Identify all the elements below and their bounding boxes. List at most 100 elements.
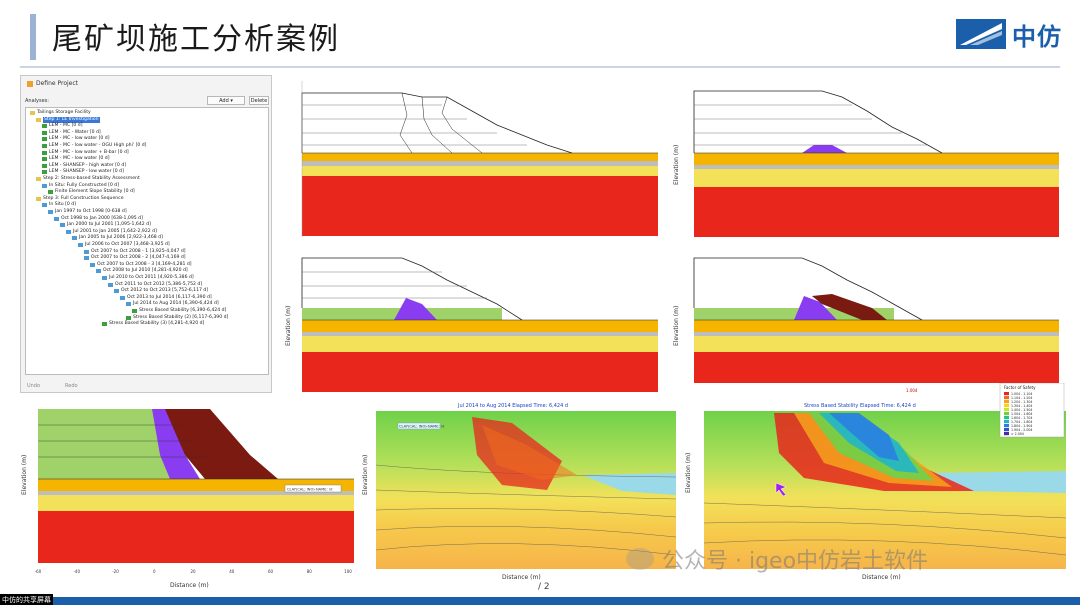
results-b-title: Stress Based Stability Elapsed Time: 6,4… [804,403,916,409]
delete-button[interactable]: Delete [249,96,269,105]
fos-legend-swatch [1004,416,1009,420]
tree-item[interactable]: LEM - SHANSEP - low water [0 d] [42,169,124,175]
project-icon [27,80,33,87]
stage-icon [114,289,119,294]
footer-bar [0,597,1080,605]
fos-legend-swatch [1004,420,1009,424]
tree-item-label: LEM - SHANSEP - low water [0 d] [49,169,124,175]
analysis-tree[interactable]: Tailings Storage Facility Step 1: LE Inve… [25,107,269,375]
tree-item[interactable]: Oct 2007 to Oct 2008 - 2 [4,047-4,169 d] [84,255,186,261]
tree-item-label: Step 1: LE Investigation [43,116,100,123]
results-view-stress[interactable]: Jul 2014 to Aug 2014 Elapsed Time: 6,424… [362,395,680,595]
analysis-icon [42,163,47,168]
tree-item[interactable]: Jul 2010 to Oct 2011 [4,920-5,386 d] [102,275,194,281]
analysis-icon [132,309,137,313]
fos-legend-label: 1.204 - 1.304 [1011,400,1032,404]
fos-legend-label: 1.604 - 1.704 [1011,416,1032,420]
tree-item[interactable]: Oct 2011 to Oct 2012 [5,386-5,752 d] [108,282,202,288]
tree-item[interactable]: Finite Element Slope Stability [0 d] [48,189,135,195]
define-project-window: Define Project Analyses: Add ▾ Delete Ta… [20,75,272,393]
tree-item[interactable]: LEM - MC - low water + B-bar [0 d] [42,150,129,156]
tree-item[interactable]: Jan 2000 to Jul 2001 [1,095-1,642 d] [60,222,151,228]
undo-button[interactable]: Undo [27,383,41,389]
fos-legend-box [999,383,1065,438]
tree-item-label: Jul 2001 to Jan 2005 [1,642-2,922 d] [73,228,157,234]
x-tick-label: -20 [112,569,119,574]
tree-item[interactable]: Tailings Storage Facility [30,110,91,116]
tree-item-label: Stress Based Stability [6,390-6,424 d] [139,308,227,313]
x-tick-label: 0 [153,569,156,574]
tree-item[interactable]: Stress Based Stability (3) [4,281-4,920 … [102,321,204,327]
window-title: Define Project [36,80,79,87]
redo-button[interactable]: Redo [65,383,78,389]
model-view-stage-final[interactable]: CLAY(CAL; INO)-NAME: nt Elevation (m) Di… [20,395,358,595]
fos-legend-label: 1.104 - 1.204 [1011,396,1032,400]
tree-item[interactable]: LEM - MC - low water - OGU High phi' [0 … [42,143,146,149]
tree-item-label: Step 3: Full Construction Sequence [43,195,124,201]
fos-legend-swatch [1004,396,1009,400]
tree-item[interactable]: LEM - MC [0 d] [42,123,83,129]
tree-item[interactable]: Oct 1998 to Jan 2000 [638-1,095 d] [54,216,143,222]
callout-a: CLAY(CAL; INO)-NAME: nt [287,488,333,492]
analysis-icon [126,315,131,320]
tree-item[interactable]: Jul 2001 to Jan 2005 [1,642-2,922 d] [66,229,157,235]
stage-icon [84,256,89,261]
model-view-stage-3[interactable]: Elevation (m) [282,246,662,394]
wechat-icon [626,548,654,570]
tree-item[interactable]: Jan 2005 to Jul 2006 [2,922-3,468 d] [72,235,163,241]
tree-item[interactable]: LEM - SHANSEP - high water [0 d] [42,163,126,169]
tree-item-label: Step 2: Stress-based Stability Assessmen… [43,176,140,181]
fos-legend-label: 1.304 - 1.404 [1011,404,1032,408]
y-axis-label-5: Elevation (m) [21,455,28,495]
tree-item[interactable]: In Situ: Fully Constructed [0 d] [42,183,119,189]
tree-item[interactable]: Oct 2007 to Oct 2008 - 1 [3,925-4,047 d] [84,249,186,255]
analysis-icon [42,130,47,135]
tree-item[interactable]: Step 2: Stress-based Stability Assessmen… [36,176,140,182]
model-view-stage-1[interactable] [282,75,662,243]
results-a-title: Jul 2014 to Aug 2014 Elapsed Time: 6,424… [457,403,568,409]
model-view-stage-4[interactable]: Elevation (m) [672,246,1067,394]
tree-item[interactable]: Stress Based Stability [6,390-6,424 d] [132,308,226,314]
tree-item[interactable]: In Situ [0 d] [42,202,76,208]
tree-item[interactable]: Step 3: Full Construction Sequence [36,196,124,202]
stage-icon [72,236,77,241]
y-axis-label-3: Elevation (m) [285,306,292,346]
tree-item[interactable]: Oct 2007 to Oct 2008 - 3 [4,169-4,281 d] [90,262,192,268]
fos-legend-label: 1.904 - 2.004 [1011,428,1032,432]
tree-item[interactable]: Jul 2014 to Aug 2014 [6,390-6,424 d] [126,301,219,307]
analysis-icon [102,322,107,327]
tree-item[interactable]: LEM - MC - low water [0 d] [42,156,110,162]
x-tick-labels-a: -60 -40 -20 0 20 40 60 80 100 [35,569,353,574]
tree-item[interactable]: Oct 2012 to Oct 2013 [5,752-6,117 d] [114,288,208,294]
tree-item[interactable]: LEM - MC - low water [0 d] [42,136,110,142]
watermark-text: 公众号 · igeo中仿岩土软件 [662,549,929,574]
corner-tag: 中仿的共享屏幕 [0,594,53,605]
x-tick-label: -40 [73,569,80,574]
tree-item-label: In Situ [0 d] [49,202,76,208]
tree-item[interactable]: Step 1: LE Investigation [36,116,100,123]
tree-item[interactable]: Jan 1997 to Oct 1998 [0-638 d] [48,209,127,215]
results-view-factor-of-safety[interactable]: Stress Based Stability Elapsed Time: 6,4… [684,383,1068,595]
tree-item[interactable]: Stress Based Stability (2) [6,117-6,390 … [126,315,228,321]
watermark: 公众号 · igeo中仿岩土软件 [626,543,928,575]
fos-legend-label: 1.404 - 1.504 [1011,408,1032,412]
model-view-stage-2[interactable]: Elevation (m) [672,75,1067,243]
tree-item-label: Oct 2007 to Oct 2008 - 3 [4,169-4,281 d] [97,261,192,267]
stage-icon [54,216,59,221]
tree-item[interactable]: Oct 2013 to Jul 2014 [6,117-6,390 d] [120,295,212,301]
tree-item[interactable]: Jul 2006 to Oct 2007 [3,468-3,925 d] [78,242,170,248]
stage-icon [120,295,125,300]
folder-icon [36,177,41,181]
footer-caption: / 2 [538,582,550,592]
tree-item-label: Oct 1998 to Jan 2000 [638-1,095 d] [61,215,143,221]
x-tick-label: -60 [35,569,42,574]
tree-item-label: LEM - MC - low water - OGU High phi' [0 … [49,143,147,148]
slide-title: 尾矿坝施工分析案例 [52,22,340,57]
fos-legend-swatch [1004,392,1009,396]
tree-item[interactable]: Oct 2008 to Jul 2010 [4,281-4,920 d] [96,268,188,274]
analysis-icon [42,137,47,142]
add-button[interactable]: Add ▾ [207,96,245,105]
tree-item[interactable]: LEM - MC - Water [0 d] [42,130,101,136]
